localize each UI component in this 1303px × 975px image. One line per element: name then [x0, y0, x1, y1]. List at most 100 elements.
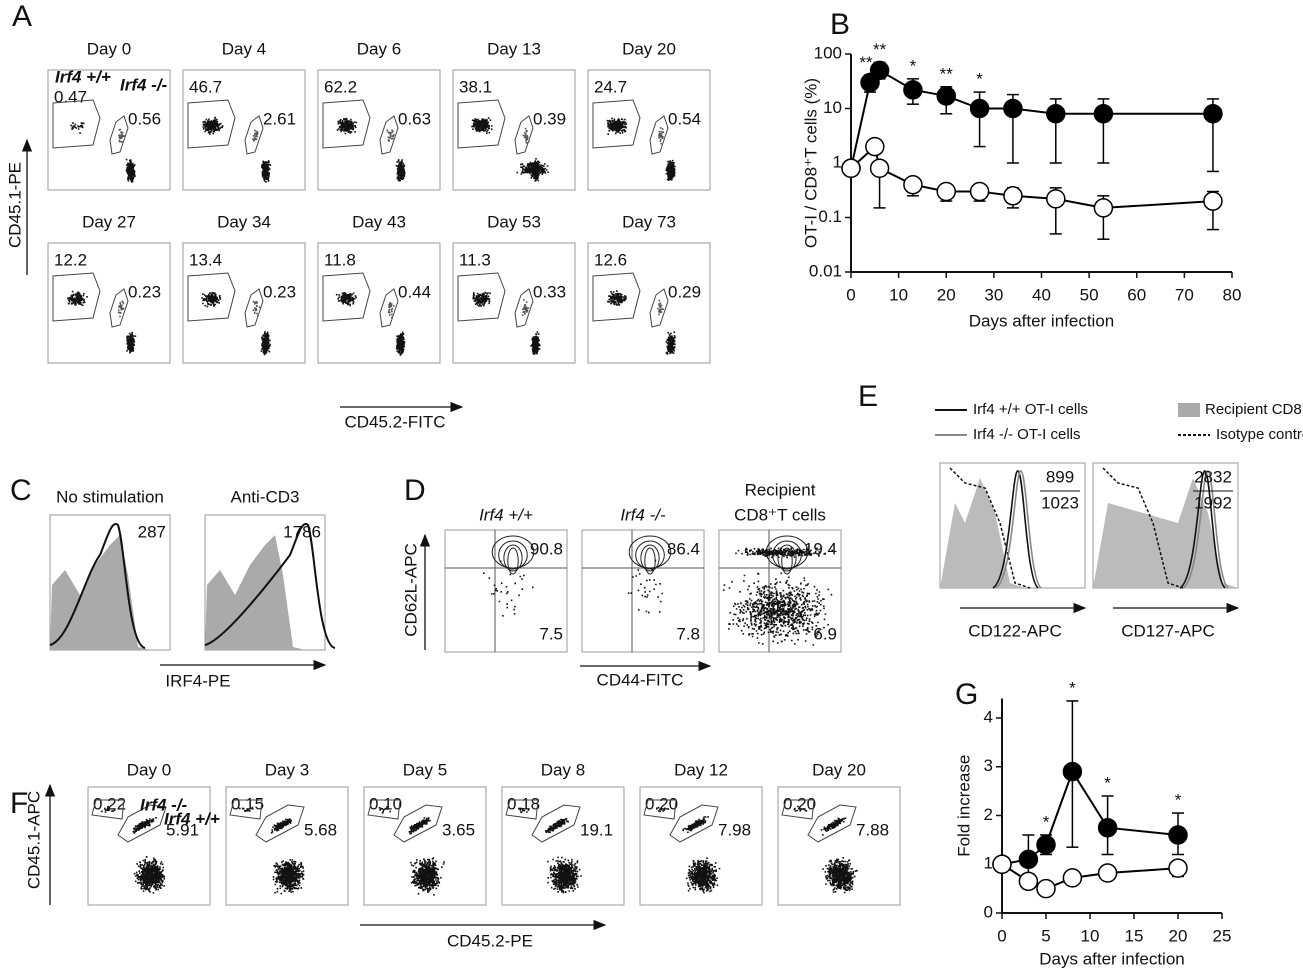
dot-cloud — [519, 807, 530, 814]
label: Day 12 — [674, 760, 728, 779]
dot-cloud — [133, 856, 165, 894]
gate — [514, 115, 534, 155]
axis-label: CD62L-APC — [401, 543, 420, 637]
label: Irf4 +/+ OT-I cells — [973, 401, 1088, 418]
label: Irf4 -/- — [140, 795, 188, 814]
plot-frame — [718, 529, 842, 653]
gate — [393, 804, 443, 843]
label: 0.23 — [263, 282, 296, 301]
dot-cloud — [822, 857, 858, 894]
label: 1 — [833, 152, 842, 171]
contour — [781, 547, 793, 575]
dot-cloud — [126, 331, 137, 354]
label: CD122-APC — [968, 621, 1062, 640]
data-point — [992, 854, 1012, 874]
gate — [669, 804, 719, 843]
gate — [109, 115, 129, 155]
gate — [187, 99, 236, 149]
label: Irf4 -/- — [620, 505, 666, 524]
gate — [187, 272, 236, 322]
label: 11.8 — [324, 250, 356, 269]
data-point — [1203, 104, 1223, 124]
plot-frame — [587, 69, 711, 191]
label: Anti-CD3 — [231, 487, 300, 506]
label: Day 5 — [403, 760, 447, 779]
label: G — [955, 678, 978, 711]
plot-frame — [225, 786, 349, 906]
label: CD45.2-FITC — [344, 412, 445, 431]
dot-cloud — [472, 291, 491, 307]
axis-label: OT-I / CD8⁺T cells (%) — [801, 78, 820, 248]
label: Day 20 — [812, 760, 866, 779]
series-line — [850, 144, 1214, 209]
label: 46.7 — [189, 77, 222, 96]
plot-frame — [182, 69, 306, 191]
data-point — [1093, 104, 1114, 124]
gate — [592, 99, 641, 149]
label: Recipient CD8⁺T cells — [1205, 401, 1303, 418]
label: 7.8 — [676, 624, 700, 643]
contour — [498, 540, 528, 570]
label: 0.1 — [818, 207, 842, 226]
dot-cloud — [378, 806, 391, 814]
gate — [649, 115, 669, 155]
contour — [628, 535, 672, 569]
data-point — [1062, 761, 1083, 782]
dot-cloud — [471, 117, 493, 135]
dot-cloud — [118, 128, 125, 143]
dot-cloud — [722, 572, 833, 646]
label: 50 — [1080, 285, 1099, 304]
label: 0.22 — [93, 794, 126, 813]
label: Day 0 — [127, 760, 171, 779]
label: * — [1043, 812, 1050, 831]
label: Day 4 — [222, 39, 266, 58]
dot-cloud — [252, 129, 259, 142]
data-point — [1168, 825, 1188, 845]
label: 62.2 — [324, 77, 357, 96]
label: 25 — [1213, 926, 1232, 945]
dot-cloud — [201, 291, 222, 308]
label: Day 73 — [622, 212, 676, 231]
label: 0 — [997, 926, 1006, 945]
data-point — [1003, 98, 1023, 119]
label: 7.88 — [856, 820, 889, 839]
plot-frame — [363, 786, 487, 906]
gate — [367, 799, 401, 820]
label: 2 — [984, 805, 993, 824]
label: E — [858, 380, 878, 413]
label: 10 — [823, 98, 842, 117]
label: 7.98 — [718, 820, 751, 839]
axis-label: CD45.1-PE — [5, 162, 24, 248]
contour — [491, 535, 535, 569]
plot-frame — [87, 786, 211, 906]
legend-swatch — [1178, 403, 1200, 417]
label: CD8⁺T cells — [734, 505, 826, 524]
data-point — [1046, 104, 1066, 124]
label: 60 — [1127, 285, 1146, 304]
gate — [592, 272, 641, 322]
contour — [644, 547, 656, 575]
label: 80 — [1223, 285, 1242, 304]
plot-frame — [777, 786, 901, 906]
axis-label: Fold increase — [954, 755, 973, 857]
data-point — [1097, 817, 1118, 838]
dot-cloud — [685, 857, 721, 894]
data-point — [1046, 189, 1066, 209]
plot-frame — [587, 242, 711, 364]
label: 4 — [984, 707, 993, 726]
dot-cloud — [408, 817, 431, 835]
dot-cloud — [252, 300, 261, 317]
label: 0.23 — [128, 282, 161, 301]
gate — [643, 799, 677, 820]
dot-cloud — [657, 299, 664, 316]
dot-cloud — [261, 160, 272, 183]
dot-cloud — [117, 300, 125, 318]
label: Day 20 — [622, 39, 676, 58]
label: No stimulation — [56, 487, 164, 506]
gate — [505, 799, 539, 820]
label: Day 8 — [541, 760, 585, 779]
gate — [457, 272, 506, 322]
gate — [379, 115, 399, 155]
label: 5 — [1041, 926, 1050, 945]
label: Day 34 — [217, 212, 271, 231]
